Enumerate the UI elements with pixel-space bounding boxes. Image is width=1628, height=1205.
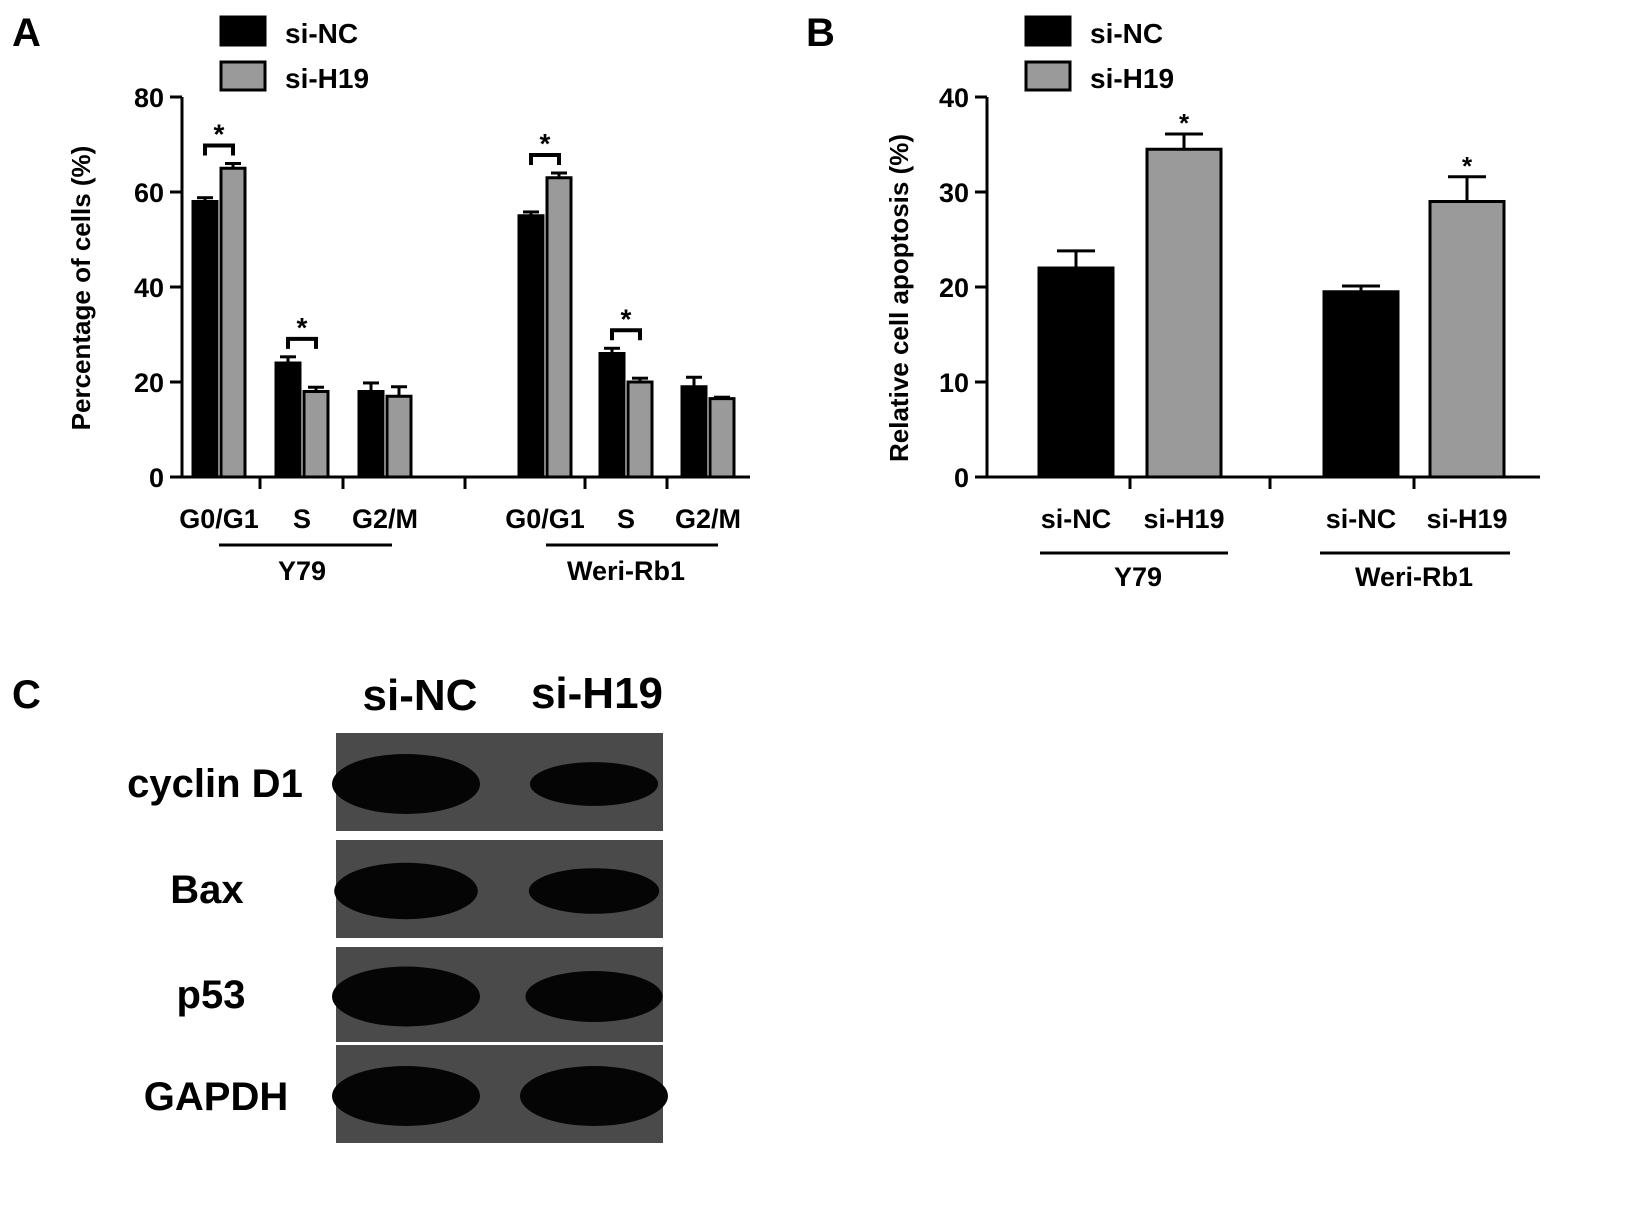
chart-a-bar	[274, 361, 302, 479]
chart-b-y-tick-label: 30	[939, 178, 969, 208]
blot-band	[525, 971, 663, 1022]
chart-a-significance-star: *	[297, 312, 308, 343]
chart-b-x-tick-label: si-H19	[1143, 504, 1224, 534]
chart-b-y-tick-label: 20	[939, 273, 969, 303]
chart-a-bar	[708, 397, 736, 479]
blot-row-label-cyclin-d1: cyclin D1	[127, 762, 303, 806]
legend-a-swatch-si-h19	[219, 60, 267, 92]
chart-a-x-tick-label: G2/M	[675, 504, 741, 534]
legend-b-label-si-h19: si-H19	[1090, 63, 1174, 94]
chart-a-bar	[357, 390, 385, 479]
chart-b-significance-star: *	[1462, 151, 1473, 181]
chart-a-significance-star: *	[621, 303, 632, 334]
chart-a-bar	[680, 385, 708, 479]
blot-band	[332, 754, 480, 814]
chart-a-significance-star: *	[540, 128, 551, 159]
legend-b-swatch-si-h19	[1024, 60, 1072, 92]
chart-a-x-tick-label: S	[293, 504, 311, 534]
chart-a-significance-bracket	[203, 143, 235, 156]
chart-b-group-label: Y79	[1114, 562, 1162, 592]
chart-a-bar	[517, 214, 545, 479]
blot-row-label-gapdh: GAPDH	[144, 1075, 288, 1119]
blot-lane-label-si-h19: si-H19	[531, 669, 663, 718]
blot-band	[332, 966, 480, 1027]
chart-a-bar	[219, 166, 247, 479]
chart-b-y-tick-label: 10	[939, 368, 969, 398]
legend-a-label-si-h19: si-H19	[285, 63, 369, 94]
chart-b-x-tick-label: si-H19	[1426, 504, 1507, 534]
blot-band	[332, 1066, 480, 1126]
chart-a-bar	[302, 390, 330, 479]
chart-b-y-tick-label: 0	[954, 463, 969, 493]
chart-a-x-tick-label: G2/M	[352, 504, 418, 534]
blot-band	[334, 862, 478, 920]
chart-a: 0 20 40 60 80 G0/G1 S G2/M G0/G1 S G2/M Y79 Weri-Rb1…	[134, 83, 750, 586]
chart-b-y-tick-label: 40	[939, 83, 969, 113]
chart-b-x-tick-label: si-NC	[1326, 504, 1397, 534]
chart-a-group-label: Weri-Rb1	[567, 556, 685, 586]
chart-a-x-tick-label: G0/G1	[179, 504, 259, 534]
chart-a-y-tick-label: 40	[134, 273, 164, 303]
chart-b: 0 10 20 30 40 si-NC si-H19 si-NC si-H19 * * Y79 Weri…	[939, 83, 1540, 592]
chart-a-bar	[191, 200, 219, 479]
blot-row-label-p53: p53	[177, 973, 246, 1017]
legend-b-label-si-nc: si-NC	[1090, 18, 1163, 49]
chart-a-significance-star: *	[214, 119, 225, 150]
chart-b-group-label: Weri-Rb1	[1355, 562, 1473, 592]
chart-a-y-tick-label: 20	[134, 368, 164, 398]
panel-b-letter: B	[806, 11, 835, 55]
blot-strips	[332, 733, 668, 1143]
chart-b-y-axis-title: Relative cell apoptosis (%)	[884, 134, 914, 462]
chart-b-bar	[1322, 290, 1400, 479]
legend-b-swatch-si-nc	[1024, 15, 1072, 47]
chart-a-significance-bracket	[286, 336, 318, 349]
chart-a-bar	[385, 394, 413, 479]
blot-lane-label-si-nc: si-NC	[363, 671, 478, 720]
chart-a-x-tick-label: S	[617, 504, 635, 534]
chart-b-bar	[1428, 200, 1506, 479]
panel-a-letter: A	[12, 11, 41, 55]
chart-a-x-tick-label: G0/G1	[505, 504, 585, 534]
panel-c-letter: C	[12, 673, 41, 717]
chart-a-bar	[626, 380, 654, 479]
chart-a-group-label: Y79	[278, 556, 326, 586]
blot-row-label-bax: Bax	[170, 868, 243, 912]
chart-a-significance-bracket	[529, 153, 561, 165]
chart-b-significance-star: *	[1179, 108, 1190, 138]
legend-a: si-NC si-H19	[219, 15, 369, 94]
chart-a-y-tick-label: 60	[134, 178, 164, 208]
legend-b: si-NC si-H19	[1024, 15, 1174, 94]
chart-a-bar	[598, 352, 626, 479]
chart-a-y-axis-title: Percentage of cells (%)	[66, 146, 96, 431]
blot-band	[528, 868, 660, 914]
chart-a-significance-bracket	[610, 328, 642, 341]
chart-b-bar	[1145, 147, 1223, 479]
chart-a-y-tick-label: 80	[134, 83, 164, 113]
chart-a-y-tick-label: 0	[149, 463, 164, 493]
blot-band	[520, 1066, 668, 1126]
blot-band	[529, 762, 659, 806]
chart-a-bar	[545, 176, 573, 479]
chart-b-x-tick-label: si-NC	[1041, 504, 1112, 534]
chart-b-bar	[1037, 266, 1115, 479]
legend-a-label-si-nc: si-NC	[285, 18, 358, 49]
legend-a-swatch-si-nc	[219, 15, 267, 47]
western-blot: si-NC si-H19 cyclin D1 Bax p53 GAPDH	[127, 669, 668, 1143]
